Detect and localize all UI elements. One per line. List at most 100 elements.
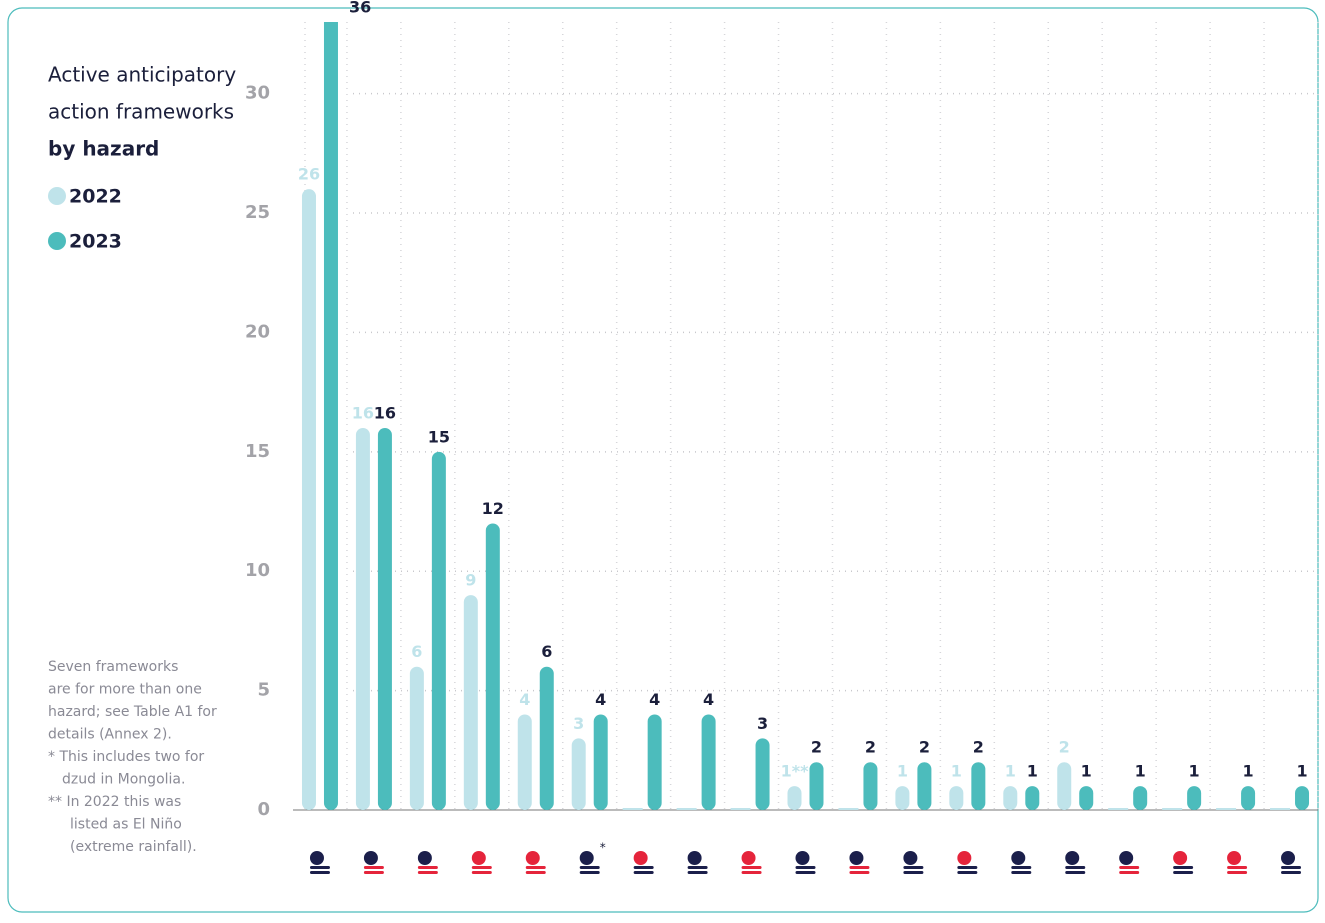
bar (571, 738, 586, 810)
hazard-icon (1281, 871, 1302, 874)
bar (1108, 808, 1129, 810)
data-label: 1** (781, 762, 810, 781)
hazard-icon (849, 871, 870, 874)
bar (517, 714, 532, 810)
data-label: 1 (951, 762, 962, 781)
hazard-icon (1119, 871, 1140, 874)
hazard-icon (417, 866, 438, 869)
data-label: 3 (757, 714, 768, 733)
data-label: 6 (541, 642, 552, 661)
frame (7, 7, 1319, 913)
note: listed as El Niño (70, 817, 182, 833)
data-label: 15 (428, 427, 450, 446)
bar (971, 762, 986, 810)
hazard-icon (1011, 866, 1032, 869)
data-label: 36 (349, 0, 371, 17)
bar (838, 808, 859, 810)
data-label: 1 (1189, 762, 1200, 781)
data-label: 4 (595, 690, 606, 709)
bar (301, 189, 316, 811)
data-label: 2 (865, 738, 876, 757)
data-label: 2 (811, 738, 822, 757)
data-label: 2 (1059, 738, 1070, 757)
legend-label: 2023 (69, 231, 122, 253)
data-label: 1 (1243, 762, 1254, 781)
hazard-icon (1227, 871, 1248, 874)
hazard-icon (1227, 851, 1242, 865)
legend: 2022 2023 (48, 186, 122, 253)
bar (1295, 786, 1310, 810)
hazard-icon (309, 851, 324, 865)
hazard-icon (525, 866, 546, 869)
data-label: 3 (573, 714, 584, 733)
data-label: 1 (1005, 762, 1016, 781)
bar (323, 22, 338, 810)
bar (809, 762, 824, 810)
hazard-icon (1011, 871, 1032, 874)
hazard-icon (1119, 851, 1134, 865)
data-label: 4 (649, 690, 660, 709)
note: ** In 2022 this was (48, 794, 181, 810)
bar (431, 451, 446, 810)
hazard-icon (795, 851, 810, 865)
bar (463, 595, 478, 810)
bar (539, 666, 554, 810)
hazard-icon (1011, 851, 1026, 865)
hazard-icon (1281, 866, 1302, 869)
hazard-icon (741, 871, 762, 874)
bar (863, 762, 878, 810)
hazard-icon (795, 866, 816, 869)
bar (1241, 786, 1256, 810)
hazard-icon (849, 851, 864, 865)
data-label: 2 (973, 738, 984, 757)
hazard-icon (1173, 866, 1194, 869)
data-label: 1 (1135, 762, 1146, 781)
hazard-icon (417, 871, 438, 874)
hazard-icon (687, 851, 702, 865)
bar (1187, 786, 1202, 810)
y-tick-label: 25 (245, 202, 270, 223)
data-label: 1 (1296, 762, 1307, 781)
hazard-icon (525, 851, 540, 865)
bar (1025, 786, 1040, 810)
y-tick-label: 30 (245, 83, 270, 104)
hazard-icon (1227, 866, 1248, 869)
y-tick-label: 15 (245, 441, 270, 462)
bar (593, 714, 608, 810)
bar (895, 786, 910, 810)
hazard-icon (579, 866, 600, 869)
hazard-icon (687, 871, 708, 874)
data-label: 9 (465, 571, 476, 590)
hazard-icon (633, 871, 654, 874)
hazard-icon (1065, 871, 1086, 874)
note: details (Annex 2). (48, 727, 172, 743)
hazard-icon (1173, 851, 1188, 865)
hazard-icon (903, 851, 918, 865)
legend-swatch (48, 187, 66, 205)
bar (622, 808, 643, 810)
bar (949, 786, 964, 810)
icon-annotation: * (600, 841, 606, 855)
data-label: 1 (1027, 762, 1038, 781)
bar (485, 523, 500, 810)
y-tick-label: 20 (245, 321, 270, 342)
hazard-icon (525, 871, 546, 874)
hazard-icon (1065, 866, 1086, 869)
data-label: 16 (374, 403, 396, 422)
bar (647, 714, 662, 810)
hazard-icon (633, 866, 654, 869)
bar (676, 808, 697, 810)
note: hazard; see Table A1 for (48, 704, 217, 720)
legend-label: 2022 (69, 186, 122, 208)
data-label: 12 (482, 499, 504, 518)
hazard-icon (309, 866, 330, 869)
note: (extreme rainfall). (70, 839, 197, 855)
note: Seven frameworks (48, 659, 178, 675)
chart-title: Active anticipatory (48, 63, 236, 87)
bar (1162, 808, 1183, 810)
hazard-icon (957, 866, 978, 869)
bar (730, 808, 751, 810)
hazard-icon (1119, 866, 1140, 869)
hazard-icon (903, 871, 924, 874)
note: * This includes two for (48, 749, 204, 765)
